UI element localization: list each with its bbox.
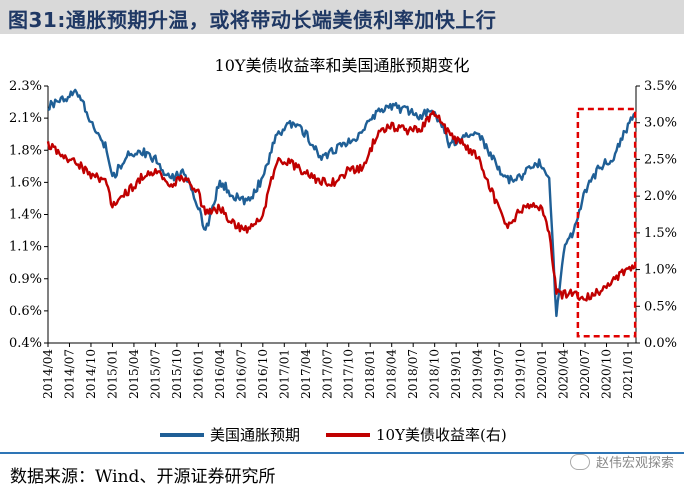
chart-title: 10Y美债收益率和美国通胀预期变化 bbox=[214, 56, 470, 75]
legend-swatch-blue bbox=[160, 432, 204, 437]
wechat-icon bbox=[569, 453, 590, 470]
left-tick-label: 1.1% bbox=[9, 240, 42, 255]
right-tick-label: 0.0% bbox=[644, 336, 677, 351]
x-tick-label: 2018/07 bbox=[406, 349, 420, 399]
right-tick-label: 1.0% bbox=[644, 263, 677, 278]
inflation-expectation-line bbox=[47, 88, 636, 318]
chart: 0.4% 0.6% 0.9% 1.1% 1.4% 1.6% 1.8% 2.1% 2.3% 0.0%… bbox=[9, 79, 677, 399]
legend-label-inflation: 美国通胀预期 bbox=[210, 426, 301, 444]
right-tick-label: 2.0% bbox=[644, 189, 677, 204]
treasury-yield-line bbox=[46, 110, 637, 302]
divider-line bbox=[0, 452, 684, 454]
figure-title: 图31:通胀预期升温，或将带动长端美债利率加快上行 bbox=[8, 4, 496, 33]
x-tick-label: 2016/04 bbox=[213, 349, 227, 399]
right-tick-label: 3.5% bbox=[644, 79, 677, 94]
x-tick-label: 2015/01 bbox=[105, 349, 119, 399]
x-tick-label: 2020/04 bbox=[557, 349, 571, 399]
x-tick-label: 2019/10 bbox=[514, 349, 528, 399]
x-tick-label: 2018/10 bbox=[428, 349, 442, 399]
x-tick-label: 2016/10 bbox=[256, 349, 270, 399]
right-tick-label: 2.5% bbox=[644, 152, 677, 167]
x-tick-label: 2015/10 bbox=[170, 349, 184, 399]
right-tick-label: 0.5% bbox=[644, 299, 677, 314]
left-tick-label: 2.3% bbox=[9, 79, 42, 94]
x-tick-label: 2017/04 bbox=[299, 349, 313, 399]
right-tick-label: 3.0% bbox=[644, 116, 677, 131]
left-tick-label: 0.6% bbox=[9, 304, 42, 319]
right-tick-label: 1.5% bbox=[644, 226, 677, 241]
legend-label-yield: 10Y美债收益率(右) bbox=[376, 426, 507, 444]
figure-title-bar bbox=[0, 0, 684, 34]
x-tick-label: 2018/01 bbox=[363, 349, 377, 399]
figure-title-text: 通胀预期升温，或将带动长端美债利率加快上行 bbox=[65, 8, 497, 32]
watermark: 赵伟宏观探索 bbox=[569, 452, 674, 471]
x-tick-label: 2014/10 bbox=[84, 349, 98, 399]
x-tick-label: 2014/04 bbox=[41, 349, 55, 399]
highlight-box bbox=[576, 107, 637, 338]
x-tick-label: 2019/04 bbox=[471, 349, 485, 399]
x-tick-label: 2019/01 bbox=[449, 349, 463, 399]
x-tick-label: 2016/07 bbox=[234, 349, 248, 399]
left-tick-label: 0.9% bbox=[9, 272, 42, 287]
x-tick-label: 2014/07 bbox=[62, 349, 76, 399]
x-tick-label: 2019/07 bbox=[492, 349, 506, 399]
left-tick-label: 0.4% bbox=[9, 336, 42, 351]
x-tick-label: 2017/01 bbox=[277, 349, 291, 399]
left-tick-label: 1.8% bbox=[9, 143, 42, 158]
x-tick-label: 2020/01 bbox=[535, 349, 549, 399]
x-tick-label: 2020/07 bbox=[578, 349, 592, 399]
legend: 美国通胀预期 10Y美债收益率(右) bbox=[160, 424, 507, 445]
legend-swatch-red bbox=[326, 432, 371, 437]
x-tick-label: 2015/07 bbox=[148, 349, 162, 399]
x-tick-label: 2021/01 bbox=[621, 349, 635, 399]
x-tick-label: 2016/01 bbox=[191, 349, 205, 399]
figure-label: 图31: bbox=[8, 8, 66, 32]
x-tick-label: 2020/10 bbox=[600, 349, 614, 399]
left-tick-label: 1.6% bbox=[9, 175, 42, 190]
x-tick-label: 2017/07 bbox=[320, 349, 334, 399]
left-tick-label: 1.4% bbox=[9, 208, 42, 223]
x-tick-label: 2018/04 bbox=[385, 349, 399, 399]
x-tick-label: 2017/10 bbox=[342, 349, 356, 399]
watermark-text: 赵伟宏观探索 bbox=[595, 456, 674, 471]
x-tick-label: 2015/04 bbox=[127, 349, 141, 399]
legend-item-inflation: 美国通胀预期 bbox=[160, 424, 300, 445]
source-note: 数据来源：Wind、开源证券研究所 bbox=[10, 467, 276, 487]
legend-item-yield: 10Y美债收益率(右) bbox=[326, 424, 507, 445]
left-tick-label: 2.1% bbox=[9, 111, 42, 126]
